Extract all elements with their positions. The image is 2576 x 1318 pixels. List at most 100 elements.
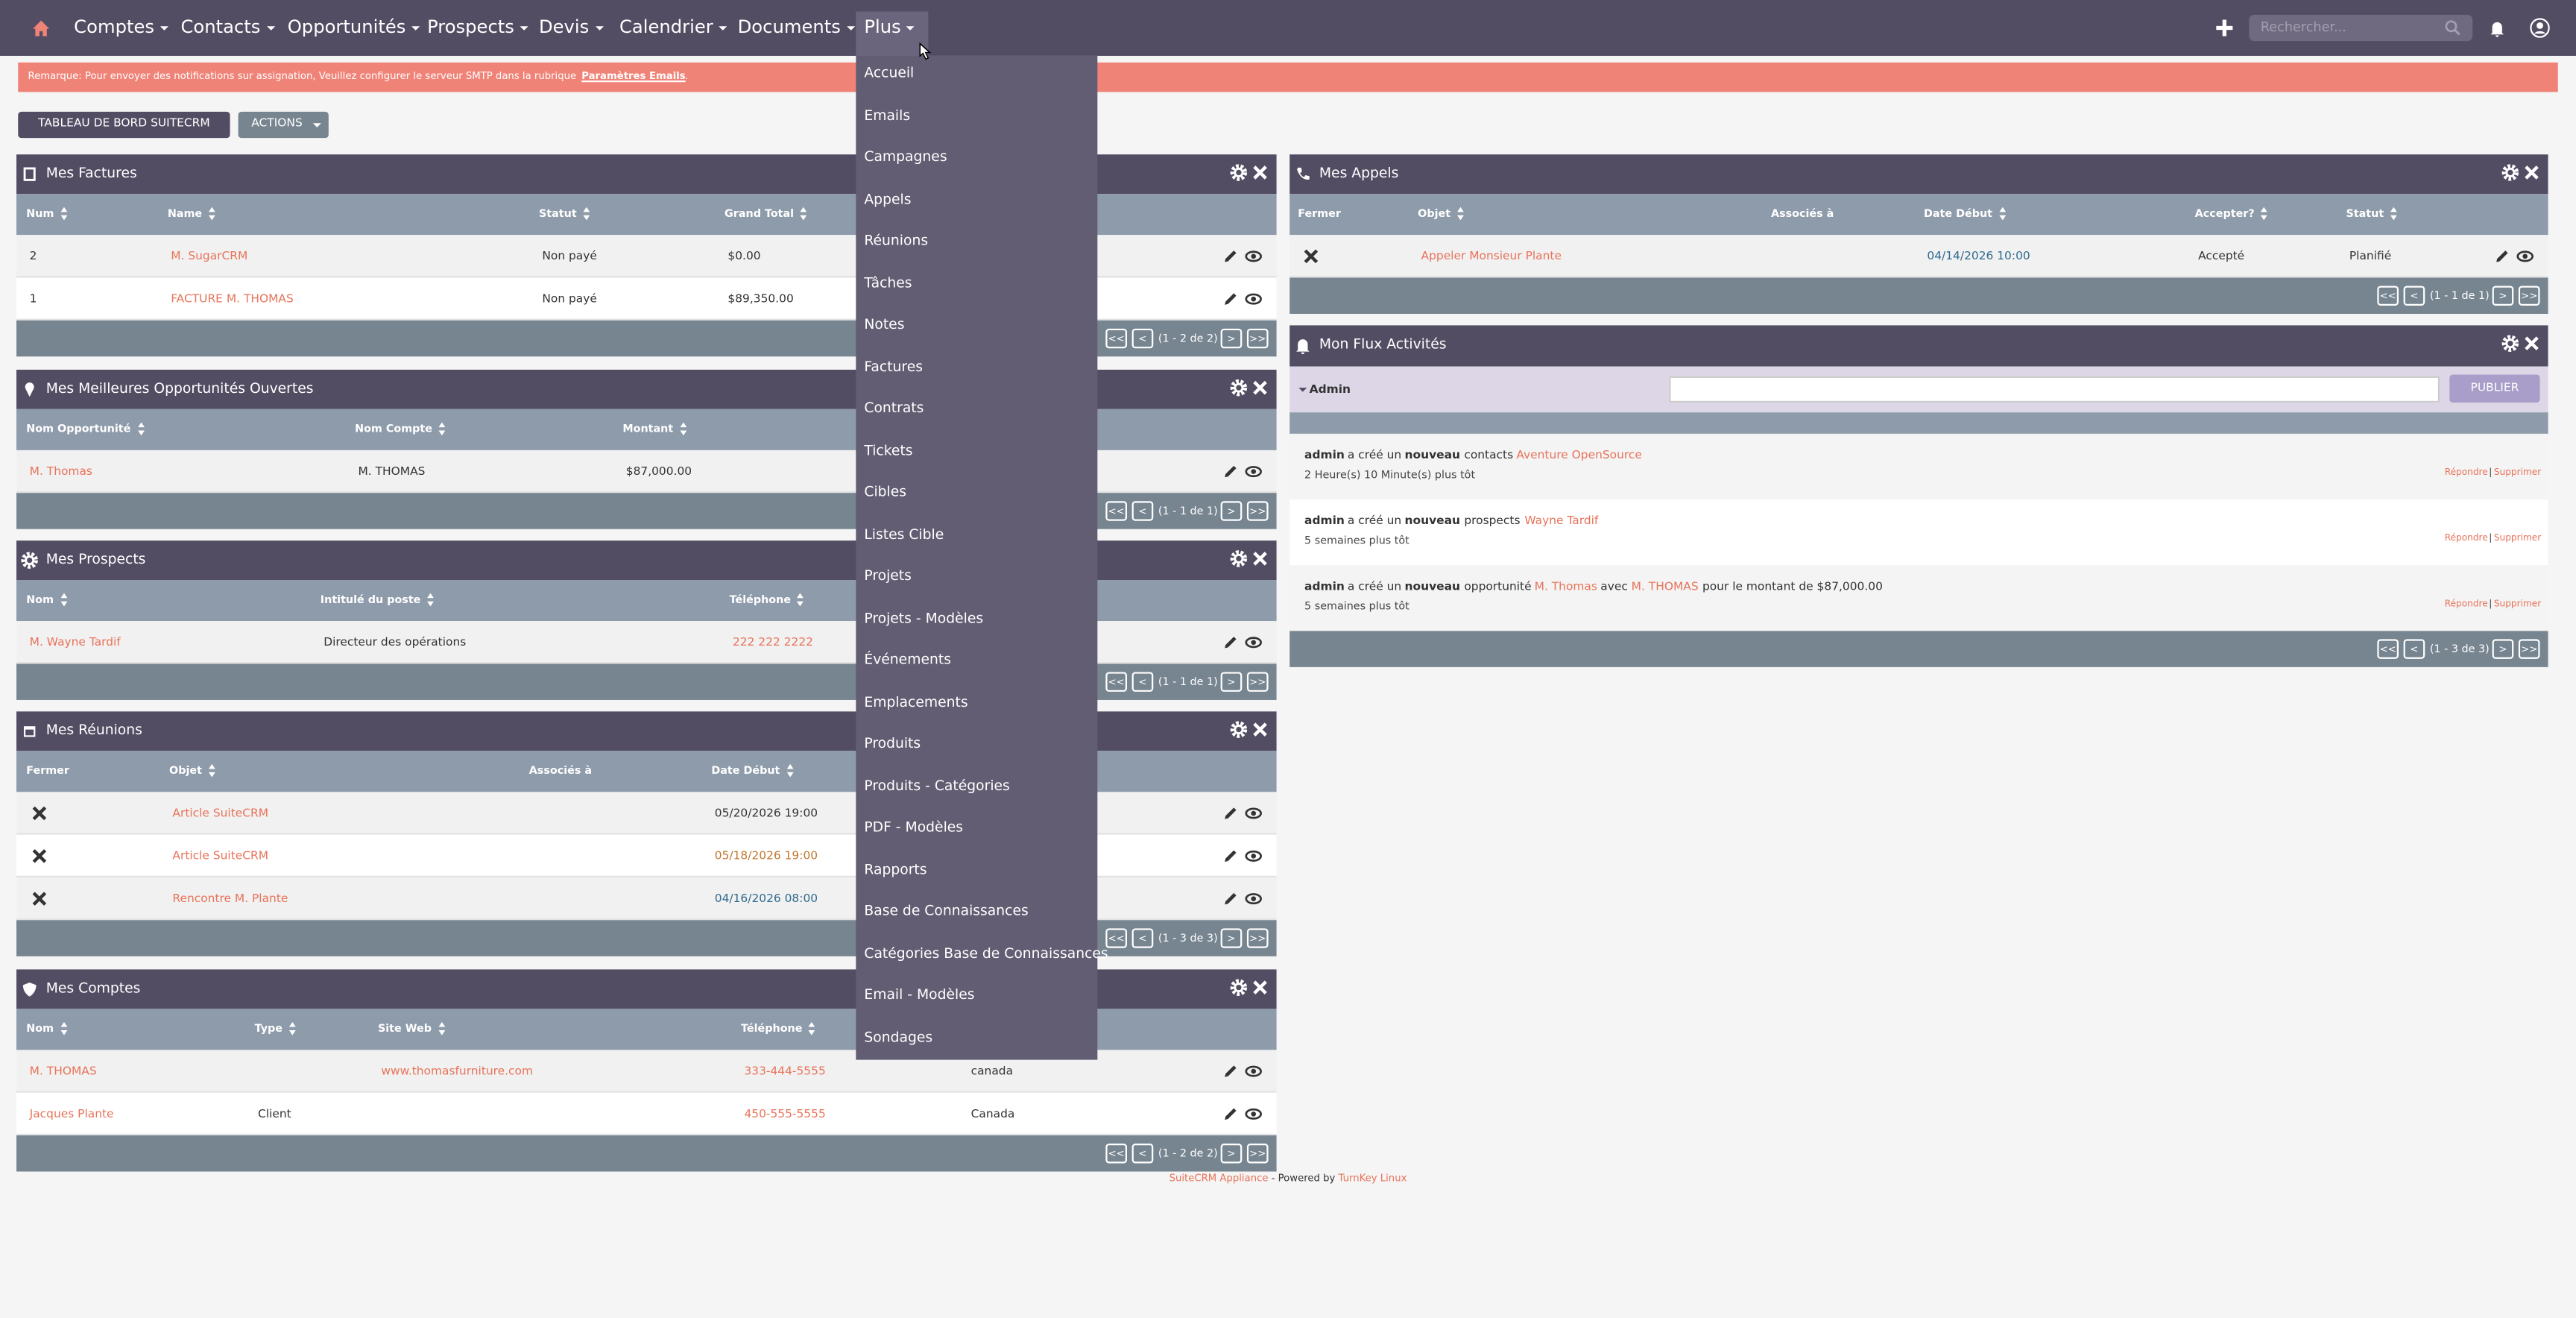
menu-item[interactable]: Notes: [864, 317, 905, 334]
delete-link[interactable]: Supprimer: [2493, 534, 2542, 544]
activity-link[interactable]: M. THOMAS: [1631, 580, 1699, 593]
close-icon[interactable]: [1250, 378, 1269, 397]
column-header[interactable]: Nom: [26, 1021, 54, 1035]
eye-icon[interactable]: [1244, 633, 1263, 652]
table-cell[interactable]: M. SugarCRM: [171, 250, 248, 263]
pager-button[interactable]: <: [1131, 672, 1154, 692]
pager-button[interactable]: <: [1131, 501, 1154, 521]
nav-item[interactable]: Plus: [864, 16, 901, 38]
column-header[interactable]: Statut: [2346, 206, 2384, 221]
menu-item[interactable]: Réunions: [864, 233, 929, 250]
pager-button[interactable]: <: [2403, 639, 2425, 659]
pager-button[interactable]: >>: [1246, 672, 1269, 692]
close-icon[interactable]: [1301, 247, 1321, 266]
column-header[interactable]: Type: [254, 1021, 283, 1035]
search-box[interactable]: Rechercher...: [2249, 14, 2473, 42]
column-header[interactable]: Objet: [169, 763, 202, 778]
menu-item[interactable]: Produits - Catégories: [864, 778, 1010, 795]
close-icon[interactable]: [1250, 719, 1269, 739]
close-icon[interactable]: [30, 846, 49, 865]
nav-item[interactable]: Prospects: [427, 16, 514, 38]
column-header[interactable]: Statut: [538, 206, 577, 221]
pencil-icon[interactable]: [1221, 1062, 1240, 1081]
gear-icon[interactable]: [1229, 378, 1248, 397]
table-cell[interactable]: www.thomasfurniture.com: [381, 1065, 534, 1078]
reply-link[interactable]: Répondre: [2444, 599, 2488, 610]
column-header[interactable]: Téléphone: [741, 1021, 803, 1035]
column-header[interactable]: Date Début: [711, 763, 780, 778]
pager-button[interactable]: <: [2403, 286, 2425, 306]
menu-item[interactable]: Emplacements: [864, 694, 968, 711]
pager-button[interactable]: <: [1131, 928, 1154, 948]
pencil-icon[interactable]: [1221, 889, 1240, 908]
reply-link[interactable]: Répondre: [2444, 468, 2488, 479]
column-header[interactable]: Fermer: [1298, 206, 1341, 221]
eye-icon[interactable]: [1244, 1062, 1263, 1081]
pager-button[interactable]: >: [2492, 286, 2514, 306]
eye-icon[interactable]: [2515, 247, 2534, 266]
bell-icon[interactable]: [2487, 18, 2507, 37]
table-cell[interactable]: M. Thomas: [29, 464, 92, 479]
close-icon[interactable]: [1250, 549, 1269, 568]
nav-item[interactable]: Devis: [538, 16, 590, 38]
menu-item[interactable]: Projets - Modèles: [864, 610, 984, 627]
pager-button[interactable]: <: [1131, 1144, 1154, 1164]
column-header[interactable]: Grand Total: [724, 206, 795, 221]
pencil-icon[interactable]: [1221, 1104, 1240, 1123]
gear-icon[interactable]: [2501, 163, 2520, 182]
pager-button[interactable]: >>: [2518, 639, 2540, 659]
actions-button[interactable]: ACTIONS: [238, 111, 329, 139]
pager-button[interactable]: >>: [1246, 328, 1269, 349]
pencil-icon[interactable]: [1221, 633, 1240, 652]
menu-item[interactable]: Contrats: [864, 400, 924, 417]
dashboard-button[interactable]: TABLEAU DE BORD SUITECRM: [18, 111, 230, 139]
activity-link[interactable]: Aventure OpenSource: [1516, 448, 1642, 462]
menu-item[interactable]: Email - Modèles: [864, 987, 975, 1004]
column-header[interactable]: Intitulé du poste: [320, 593, 421, 607]
table-cell[interactable]: M. Wayne Tardif: [29, 635, 121, 649]
menu-item[interactable]: Campagnes: [864, 149, 947, 166]
pencil-icon[interactable]: [1221, 461, 1240, 481]
pager-button[interactable]: >>: [1246, 1144, 1269, 1164]
activity-link[interactable]: M. Thomas: [1534, 580, 1597, 593]
menu-item[interactable]: PDF - Modèles: [864, 819, 964, 836]
eye-icon[interactable]: [1244, 461, 1263, 481]
column-header[interactable]: Montant: [622, 422, 674, 436]
delete-link[interactable]: Supprimer: [2493, 599, 2542, 610]
close-icon[interactable]: [30, 889, 49, 908]
user-icon[interactable]: [2530, 18, 2550, 38]
column-header[interactable]: Associés à: [528, 763, 593, 778]
eye-icon[interactable]: [1244, 247, 1263, 266]
plus-icon[interactable]: [2214, 18, 2234, 37]
close-icon[interactable]: [2522, 333, 2541, 353]
pager-button[interactable]: <<: [1105, 1144, 1128, 1164]
table-cell[interactable]: 222 222 2222: [733, 635, 814, 649]
nav-item[interactable]: Calendrier: [619, 16, 713, 38]
column-header[interactable]: Nom Opportunité: [26, 422, 131, 436]
table-cell[interactable]: 450-555-5555: [744, 1107, 826, 1121]
eye-icon[interactable]: [1244, 804, 1263, 823]
menu-item[interactable]: Emails: [864, 107, 911, 124]
menu-item[interactable]: Rapports: [864, 862, 927, 879]
column-header[interactable]: Objet: [1418, 206, 1451, 221]
pager-button[interactable]: <<: [2377, 639, 2399, 659]
table-cell[interactable]: 333-444-5555: [744, 1065, 826, 1078]
menu-item[interactable]: Tickets: [864, 443, 913, 460]
gear-icon[interactable]: [1229, 163, 1248, 182]
close-icon[interactable]: [1250, 977, 1269, 997]
column-header[interactable]: Fermer: [26, 763, 69, 778]
table-cell[interactable]: Article SuiteCRM: [172, 807, 269, 820]
home-icon[interactable]: [31, 18, 51, 37]
column-header[interactable]: Site Web: [377, 1021, 432, 1035]
eye-icon[interactable]: [1244, 1104, 1263, 1123]
menu-item[interactable]: Accueil: [864, 66, 915, 83]
pager-button[interactable]: >>: [1246, 928, 1269, 948]
nav-item[interactable]: Contacts: [180, 16, 261, 38]
menu-item[interactable]: Catégories Base de Connaissances: [864, 945, 1108, 962]
reply-link[interactable]: Répondre: [2444, 534, 2488, 544]
menu-item[interactable]: Listes Cible: [864, 526, 944, 543]
pencil-icon[interactable]: [1221, 846, 1240, 865]
column-header[interactable]: Num: [26, 206, 54, 221]
close-icon[interactable]: [30, 804, 49, 823]
gear-icon[interactable]: [1229, 719, 1248, 739]
